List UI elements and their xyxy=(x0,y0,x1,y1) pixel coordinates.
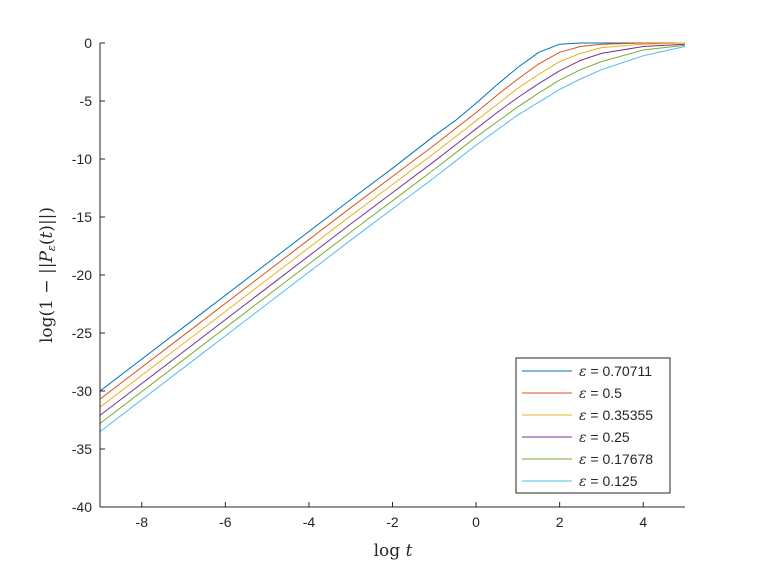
legend: ε = 0.70711 ε = 0.5 ε = 0.35355 ε = 0.25 ε =… xyxy=(515,357,671,494)
y-tick-label: -25 xyxy=(72,325,92,341)
legend-entry-label: ε = 0.125 xyxy=(579,473,638,490)
x-tick-label: 4 xyxy=(639,514,647,530)
y-tick-label: -30 xyxy=(72,383,92,399)
y-tick-label: -40 xyxy=(72,499,92,515)
x-axis-label: log t xyxy=(374,541,413,561)
legend-entry-label: ε = 0.35355 xyxy=(579,407,653,424)
series-line-6 xyxy=(99,46,686,432)
series-line-3 xyxy=(99,42,686,408)
legend-entry-label: ε = 0.17678 xyxy=(579,451,653,468)
series-line-5 xyxy=(99,44,686,424)
legend-box xyxy=(515,357,671,494)
legend-entry-label: ε = 0.70711 xyxy=(579,363,652,380)
y-tick-label: -20 xyxy=(72,267,92,283)
legend-entry-label: ε = 0.25 xyxy=(579,429,630,446)
series-line-1 xyxy=(99,42,685,392)
ticks-layer: -8 -6 -4 -2 0 2 40-5-10-15-20-25-30-35-40 xyxy=(72,35,648,530)
y-tick-label: -5 xyxy=(80,93,93,109)
y-tick-label: -10 xyxy=(72,151,92,167)
x-tick-label: -4 xyxy=(303,514,316,530)
y-tick-label: 0 xyxy=(84,35,92,51)
y-axis-label: log(1 − ||Pε(t)||) xyxy=(37,207,58,343)
y-tick-label: -15 xyxy=(72,209,92,225)
x-tick-label: -8 xyxy=(136,514,149,530)
x-tick-label: 0 xyxy=(472,514,480,530)
legend-entry-label: ε = 0.5 xyxy=(579,385,622,402)
series-layer xyxy=(99,42,686,432)
x-tick-label: 2 xyxy=(556,514,564,530)
series-line-2 xyxy=(99,42,685,400)
y-tick-label: -35 xyxy=(72,441,92,457)
series-line-4 xyxy=(99,43,686,416)
x-tick-label: -2 xyxy=(386,514,399,530)
legend-items: ε = 0.70711 ε = 0.5 ε = 0.35355 ε = 0.25 ε =… xyxy=(522,363,653,490)
x-tick-label: -6 xyxy=(219,514,232,530)
